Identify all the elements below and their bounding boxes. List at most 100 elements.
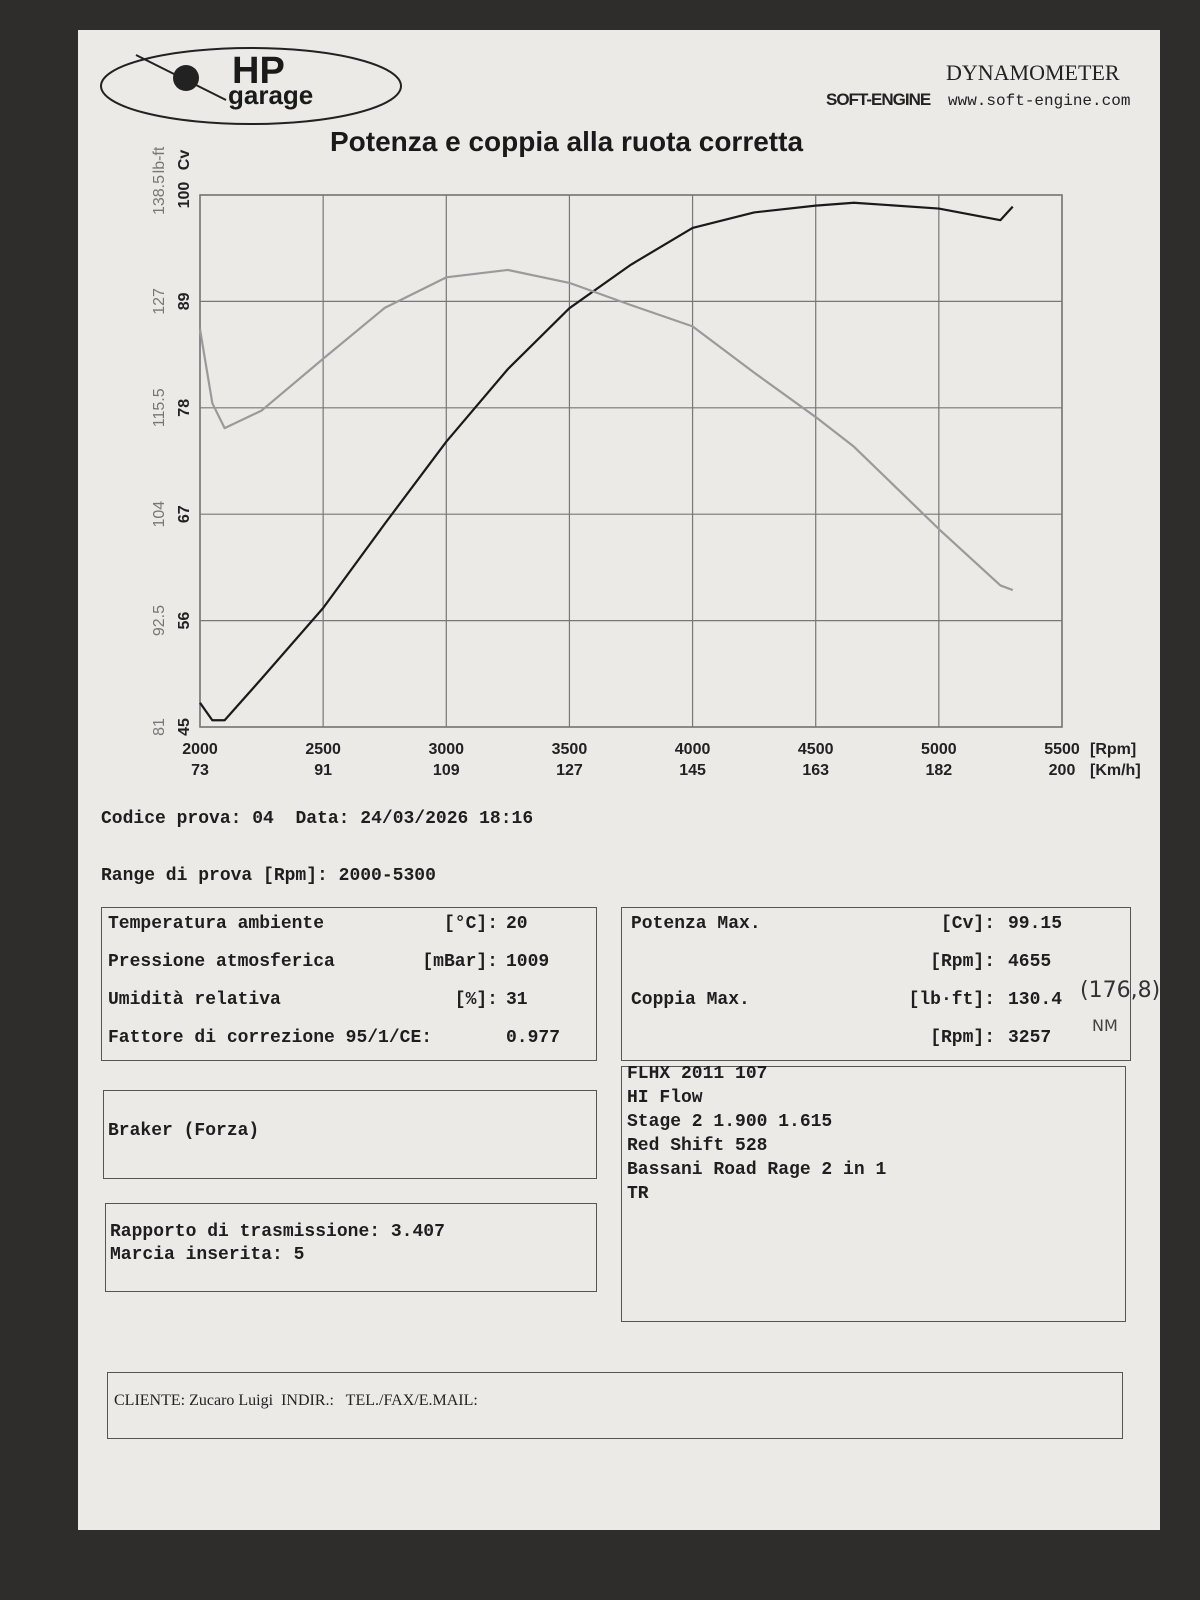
y-axis-label: Cv [176,150,193,171]
y2-tick-label: 92.5 [151,605,168,636]
result-label: Coppia Max. [631,990,750,1010]
plot-area [199,194,1063,728]
value: 3.407 [390,1222,445,1242]
label: Rapporto di trasmissione: [110,1222,381,1242]
value: 24/03/2026 18:16 [360,809,534,829]
y-tick-label: 67 [176,505,193,523]
label: CLIENTE: [114,1392,186,1409]
x2-tick-label: 200 [1049,762,1076,779]
label: Umidità relativa [108,990,281,1010]
x-tick-label: 5500 [1044,741,1080,758]
label: TEL./FAX/E.MAIL: [345,1392,478,1409]
brand-title: DYNAMOMETER [946,60,1120,85]
y2-tick-label: 115.5 [151,388,168,427]
x-tick-label: 4500 [798,741,834,758]
transmission-box [105,1203,597,1292]
y2-tick-label: 104 [151,501,168,528]
conditions-box [101,907,597,1061]
logo: HP [232,50,285,92]
note-line: FLHX 2011 107 [627,1064,768,1084]
label: Marcia inserita: [110,1245,283,1265]
transmission-gear: Marcia inserita: 5 [110,1245,304,1265]
y-tick-label: 78 [176,399,193,417]
footer-box [107,1372,1123,1439]
website: www.soft-engine.com [948,92,1131,110]
y2-tick-label: 127 [151,288,168,315]
chart-title: Potenza e coppia alla ruota corretta [330,126,804,157]
x2-axis-label: [Km/h] [1090,762,1141,779]
label: Codice prova: [101,809,242,829]
result-unit: [Rpm]: [930,952,995,972]
y2-tick-label: 138.5 [151,175,168,215]
x-tick-label: 3500 [552,741,588,758]
label: Data: [295,809,350,829]
value: 2000-5300 [338,866,436,886]
notes-box [621,1066,1126,1322]
result-value: 99.15 [1008,914,1063,934]
condition-row: Umidità relativa [%]: 31 [108,990,528,1010]
unit: [mBar]: [422,952,498,972]
series-line [198,268,1014,592]
value: 0.977 [506,1028,561,1048]
logo-sub: garage [228,80,314,110]
y-tick-label: 45 [176,718,193,736]
x2-tick-label: 182 [926,762,953,779]
condition-row: Pressione atmosferica [mBar]: 1009 [108,952,549,972]
x-tick-label: 3000 [428,741,464,758]
x2-tick-label: 73 [191,762,209,779]
brake-box [103,1090,597,1179]
y-tick-label: 89 [176,292,193,310]
note-line: HI Flow [627,1088,703,1108]
y-tick-label: 56 [176,612,193,630]
x-tick-label: 2500 [305,741,341,758]
note-line: Bassani Road Rage 2 in 1 [627,1160,887,1180]
logo-ring [100,47,402,125]
x-tick-label: 4000 [675,741,711,758]
condition-row: Temperatura ambiente [°C]: 20 [108,914,528,934]
note-line: Stage 2 1.900 1.615 [627,1112,833,1132]
note-line: TR [627,1184,649,1204]
x2-tick-label: 145 [679,762,706,779]
x-axis-label: [Rpm] [1090,741,1136,758]
y-tick-label: 100 [176,182,193,209]
value: 31 [506,990,528,1010]
brake: Braker (Forza) [108,1121,260,1141]
result-label: Potenza Max. [631,914,761,934]
label: Fattore di correzione 95/1/CE: [108,1028,433,1048]
result-value: 3257 [1008,1028,1052,1048]
label: INDIR.: [281,1392,334,1409]
results-box [621,907,1131,1061]
result-unit: [Cv]: [940,914,995,934]
result-unit: [Rpm]: [930,1028,995,1048]
footer: CLIENTE: Zucaro Luigi INDIR.: TEL./FAX/E… [114,1392,478,1410]
unit: [%]: [454,990,498,1010]
x2-tick-label: 91 [314,762,332,779]
result-unit: [lb·ft]: [908,990,995,1010]
x2-tick-label: 127 [556,762,583,779]
value: Zucaro Luigi [189,1392,274,1409]
chart: 2000 73 2500 91 3000 109 3500 127 4000 145 4500 163… [151,146,1141,779]
value: 20 [506,914,528,934]
handwritten-unit: NM [1092,1016,1118,1035]
series-line [199,201,1014,722]
condition-row: Fattore di correzione 95/1/CE: 0.977 [108,1028,560,1048]
value: 04 [252,809,274,829]
result-value: 130.4 [1008,990,1063,1010]
x-tick-label: 5000 [921,741,957,758]
unit: [°C]: [443,914,498,934]
result-value: 4655 [1008,952,1052,972]
x2-tick-label: 109 [433,762,460,779]
label: Pressione atmosferica [108,952,335,972]
value: 5 [293,1245,305,1265]
y2-axis-label: lb-ft [151,146,168,173]
test-range: Range di prova [Rpm]: 2000-5300 [101,866,436,886]
x2-tick-label: 163 [802,762,829,779]
y2-tick-label: 81 [151,718,168,736]
label: Temperatura ambiente [108,914,325,934]
paper [78,30,1160,1530]
handwritten-note: (176,8) [1080,978,1161,1003]
test-info: Codice prova: 04 Data: 24/03/2026 18:16 [101,809,533,829]
x-tick-label: 2000 [182,741,218,758]
brand: SOFT-ENGINE [826,90,931,109]
